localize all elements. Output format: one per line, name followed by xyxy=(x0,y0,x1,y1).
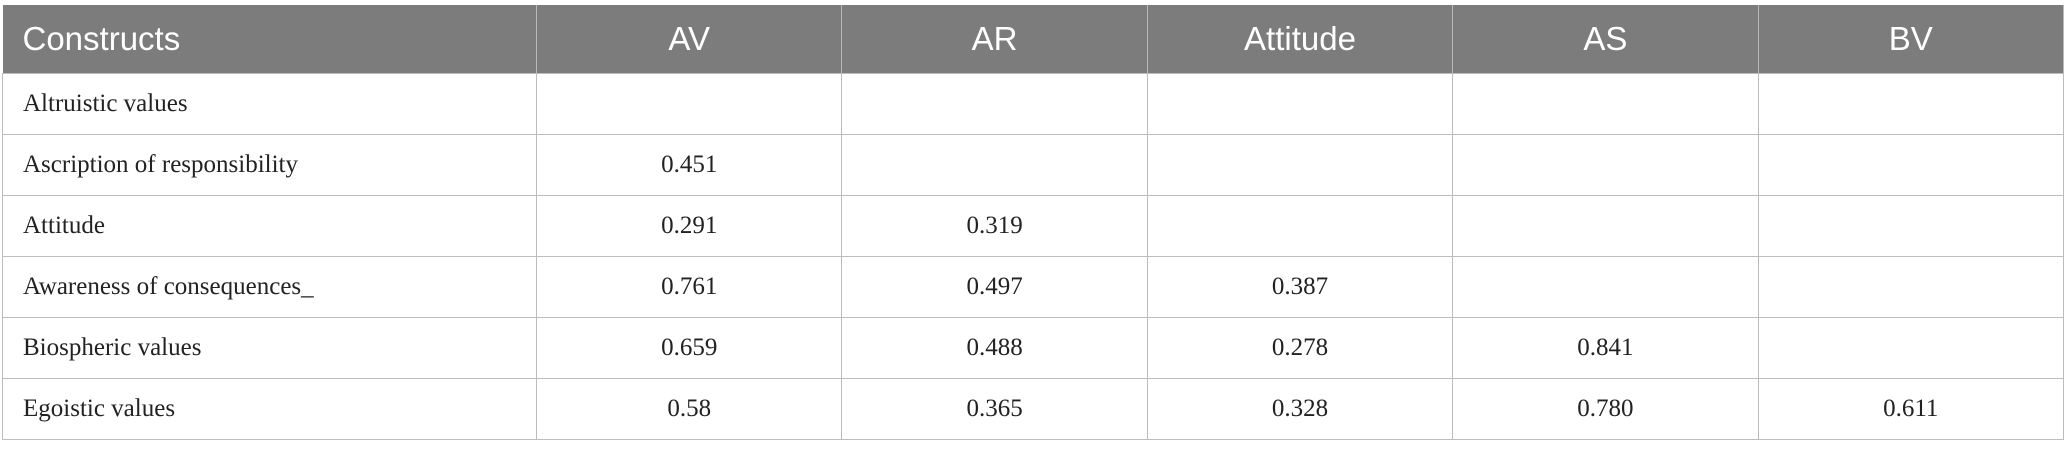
value-cell xyxy=(1452,195,1759,257)
value-cell: 0.365 xyxy=(841,378,1148,440)
value-cell: 0.841 xyxy=(1452,317,1759,379)
value-cell xyxy=(1757,73,2065,135)
header-cell: AR xyxy=(841,5,1148,74)
value-cell: 0.488 xyxy=(841,317,1148,379)
row-label: Ascription of responsibility xyxy=(2,134,537,196)
header-cell: BV xyxy=(1758,5,2065,74)
header-cell: AS xyxy=(1452,5,1759,74)
value-cell: 0.278 xyxy=(1146,317,1454,379)
value-cell xyxy=(1757,134,2065,196)
value-cell: 0.780 xyxy=(1452,378,1759,440)
correlation-table: Constructs AV AR Attitude AS BV Altruistic va… xyxy=(2,5,2065,440)
value-cell xyxy=(1452,73,1759,135)
value-cell xyxy=(841,134,1148,196)
table-body: Altruistic values Ascription of responsib… xyxy=(2,73,2065,440)
value-cell: 0.659 xyxy=(535,317,843,379)
value-cell: 0.291 xyxy=(535,195,843,257)
value-cell: 0.497 xyxy=(841,256,1148,318)
value-cell xyxy=(1757,256,2065,318)
value-cell xyxy=(1757,317,2065,379)
value-cell: 0.319 xyxy=(841,195,1148,257)
value-cell: 0.387 xyxy=(1146,256,1454,318)
table-row: Ascription of responsibility 0.451 xyxy=(2,134,2065,196)
header-cell: Attitude xyxy=(1147,5,1454,74)
row-label: Egoistic values xyxy=(2,378,537,440)
value-cell xyxy=(1452,256,1759,318)
table-header: Constructs AV AR Attitude AS BV xyxy=(2,5,2065,74)
header-cell: Constructs xyxy=(2,5,537,74)
value-cell xyxy=(1146,195,1454,257)
value-cell xyxy=(535,73,843,135)
row-label: Biospheric values xyxy=(2,317,537,379)
table-row: Attitude 0.291 0.319 xyxy=(2,195,2065,257)
table-row: Altruistic values xyxy=(2,73,2065,135)
value-cell: 0.611 xyxy=(1757,378,2065,440)
value-cell xyxy=(1146,73,1454,135)
row-label: Awareness of consequences_ xyxy=(2,256,537,318)
value-cell xyxy=(841,73,1148,135)
value-cell: 0.328 xyxy=(1146,378,1454,440)
value-cell: 0.761 xyxy=(535,256,843,318)
table-row: Egoistic values 0.58 0.365 0.328 0.780 0.611 xyxy=(2,378,2065,440)
table-row: Biospheric values 0.659 0.488 0.278 0.841 xyxy=(2,317,2065,379)
row-label: Altruistic values xyxy=(2,73,537,135)
value-cell xyxy=(1146,134,1454,196)
value-cell xyxy=(1757,195,2065,257)
row-label: Attitude xyxy=(2,195,537,257)
value-cell: 0.58 xyxy=(535,378,843,440)
value-cell: 0.451 xyxy=(535,134,843,196)
header-cell: AV xyxy=(536,5,843,74)
header-row: Constructs AV AR Attitude AS BV xyxy=(2,5,2065,74)
table-row: Awareness of consequences_ 0.761 0.497 0.38… xyxy=(2,256,2065,318)
value-cell xyxy=(1452,134,1759,196)
